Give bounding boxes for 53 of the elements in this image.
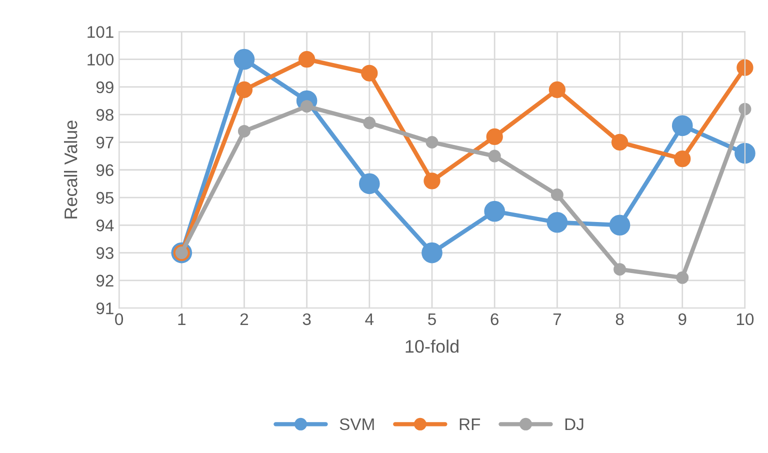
x-tick-label: 6	[490, 313, 498, 326]
legend-label: RF	[460, 418, 480, 430]
y-tick-label: 96	[96, 164, 114, 176]
x-tick-label: 0	[115, 313, 124, 326]
point	[738, 102, 752, 116]
x-tick-label: 5	[428, 314, 436, 326]
y-tick-label: 101	[88, 26, 114, 38]
legend-label: DJ	[565, 418, 584, 430]
point	[426, 136, 438, 148]
point	[424, 172, 440, 190]
point	[550, 188, 564, 201]
y-tick-label: 98	[96, 109, 114, 121]
x-tick-label: 2	[240, 313, 248, 325]
point	[672, 115, 693, 136]
point	[484, 200, 506, 222]
y-tick-label: 100	[88, 54, 114, 66]
point	[611, 134, 628, 151]
point	[548, 81, 566, 98]
x-axis-title: 10-fold	[406, 340, 458, 353]
point	[546, 212, 568, 233]
point	[736, 59, 754, 76]
point	[422, 242, 442, 264]
point	[486, 128, 503, 146]
point	[236, 81, 253, 98]
point	[238, 124, 250, 138]
y-tick-label: 99	[96, 81, 114, 94]
point	[363, 116, 376, 130]
y-tick-label: 94	[96, 220, 114, 232]
legend-label: SVM	[340, 418, 374, 430]
x-tick-label: 4	[365, 314, 374, 325]
point	[361, 64, 378, 82]
y-tick-label: 95	[96, 192, 114, 204]
x-tick-label: 1	[178, 314, 186, 325]
x-tick-label: 8	[616, 313, 624, 326]
y-axis-title: Recall Value	[64, 120, 78, 218]
point	[674, 150, 691, 168]
point	[609, 214, 630, 236]
point	[358, 173, 380, 194]
point	[614, 263, 626, 276]
y-tick-label: 91	[96, 302, 114, 314]
y-tick-label: 97	[96, 136, 114, 148]
x-tick-label: 3	[302, 313, 311, 326]
x-tick-label: 10	[736, 313, 754, 326]
point	[676, 271, 689, 284]
y-tick-label: 92	[96, 274, 114, 287]
point	[234, 48, 255, 70]
y-tick-label: 93	[96, 247, 114, 259]
x-tick-label: 7	[553, 314, 561, 325]
point	[488, 150, 501, 162]
point	[734, 142, 756, 164]
point	[300, 100, 314, 113]
point	[298, 51, 316, 68]
x-tick-label: 9	[678, 313, 686, 326]
